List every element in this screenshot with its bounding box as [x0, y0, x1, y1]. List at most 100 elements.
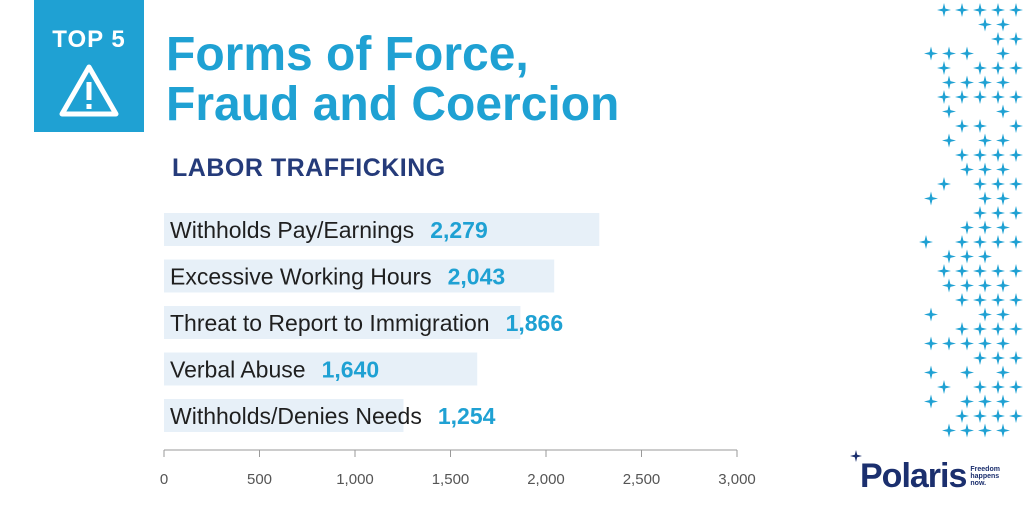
title-line-2: Fraud and Coercion: [166, 78, 620, 131]
star-icon: [991, 3, 1005, 17]
star-icon: [996, 220, 1010, 235]
top5-badge: TOP 5: [34, 0, 144, 132]
badge-text: TOP 5: [52, 26, 126, 53]
data-label: 1,640: [322, 357, 380, 383]
star-icon: [955, 148, 969, 162]
data-label: 2,279: [430, 217, 488, 243]
x-tick-label: 1,500: [432, 471, 470, 488]
star-icon: [937, 177, 951, 191]
star-icon: [991, 61, 1005, 75]
star-icon: [942, 46, 956, 61]
star-icon: [996, 365, 1010, 380]
star-icon: [960, 249, 974, 264]
star-icon: [924, 365, 938, 380]
star-icon: [1009, 235, 1023, 249]
star-icon: [996, 394, 1010, 409]
star-icon: [1009, 206, 1023, 220]
star-icon: [1009, 322, 1023, 336]
x-tick-label: 2,000: [527, 471, 565, 488]
star-icon: [978, 75, 992, 90]
star-icon: [1009, 264, 1023, 278]
star-icon: [1009, 90, 1023, 104]
star-icon: [937, 61, 951, 75]
star-icon: [978, 336, 992, 351]
star-icon: [991, 293, 1005, 307]
x-tick-label: 500: [247, 471, 272, 488]
star-icon: [991, 409, 1005, 423]
logo-wordmark: Polaris: [860, 456, 967, 495]
star-icon: [991, 177, 1005, 191]
star-icon: [973, 293, 987, 307]
star-icon: [973, 177, 987, 191]
star-icon: [973, 61, 987, 75]
star-icon: [978, 191, 992, 206]
star-icon: [991, 380, 1005, 394]
star-icon: [955, 322, 969, 336]
star-icon: [942, 75, 956, 90]
star-icon: [996, 75, 1010, 90]
star-icon: [942, 133, 956, 148]
logo-star-icon: [850, 450, 862, 462]
star-icon: [996, 17, 1010, 32]
star-icon: [973, 264, 987, 278]
star-icon: [991, 264, 1005, 278]
star-icon: [955, 264, 969, 278]
star-icon: [978, 17, 992, 32]
star-icon: [973, 206, 987, 220]
star-icon: [973, 3, 987, 17]
star-icon: [960, 220, 974, 235]
star-icon: [996, 307, 1010, 322]
data-label: 1,866: [506, 310, 564, 336]
star-icon: [991, 206, 1005, 220]
star-icon: [1009, 409, 1023, 423]
star-icon: [1009, 148, 1023, 162]
star-icon: [973, 90, 987, 104]
star-icon: [996, 278, 1010, 293]
star-icon: [1009, 32, 1023, 46]
x-tick-label: 1,000: [336, 471, 374, 488]
star-icon: [919, 235, 933, 249]
star-icon: [973, 119, 987, 133]
star-icon: [960, 423, 974, 438]
star-icon: [978, 423, 992, 438]
star-icon: [955, 409, 969, 423]
star-icon: [991, 90, 1005, 104]
x-tick-label: 2,500: [623, 471, 661, 488]
star-icon: [978, 220, 992, 235]
star-icon: [996, 191, 1010, 206]
bar: [164, 306, 521, 339]
star-icon: [924, 191, 938, 206]
star-icon: [1009, 119, 1023, 133]
star-icon: [960, 394, 974, 409]
star-icon: [991, 32, 1005, 46]
star-icon: [960, 278, 974, 293]
star-icon: [973, 235, 987, 249]
star-icon: [942, 336, 956, 351]
star-icon: [960, 365, 974, 380]
star-icon: [978, 249, 992, 264]
star-icon: [996, 162, 1010, 177]
x-tick-label: 3,000: [718, 471, 756, 488]
star-icon: [996, 423, 1010, 438]
star-icon: [978, 394, 992, 409]
star-icon: [960, 75, 974, 90]
star-icon: [937, 3, 951, 17]
star-icon: [960, 46, 974, 61]
star-icon: [955, 293, 969, 307]
star-icon: [924, 394, 938, 409]
category-label: Withholds/Denies Needs: [170, 403, 422, 429]
star-icon: [973, 351, 987, 365]
star-icon: [955, 235, 969, 249]
star-icon: [978, 307, 992, 322]
star-icon: [1009, 61, 1023, 75]
bar: [164, 213, 600, 246]
star-icon: [942, 423, 956, 438]
star-icon: [955, 90, 969, 104]
star-icon: [955, 3, 969, 17]
star-icon: [937, 264, 951, 278]
star-icon: [1009, 351, 1023, 365]
star-icon: [978, 278, 992, 293]
star-icon: [942, 104, 956, 119]
star-icon: [1009, 3, 1023, 17]
